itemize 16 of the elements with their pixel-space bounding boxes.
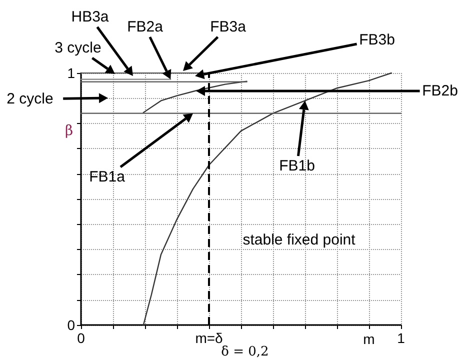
annotation: FB2a — [127, 18, 164, 36]
annotation: stable fixed point — [242, 232, 356, 248]
x-axis-title: m — [363, 331, 375, 347]
text: HB3a — [71, 8, 110, 26]
text: FB3b — [359, 32, 395, 48]
annotation: FB1b — [279, 158, 315, 174]
annotation: FB1a — [89, 168, 126, 186]
text: FB2b — [422, 82, 458, 100]
x-tick-label: m=δ — [195, 330, 224, 346]
text: 3 cycle — [54, 40, 102, 56]
text: δ = 0,2 — [221, 344, 269, 360]
x-tick-label: 0 — [77, 330, 86, 346]
text: FB3a — [210, 18, 247, 36]
y-axis-title: β — [64, 122, 74, 139]
text: 2 cycle — [6, 90, 54, 108]
x-tick-label: 1 — [397, 330, 406, 346]
